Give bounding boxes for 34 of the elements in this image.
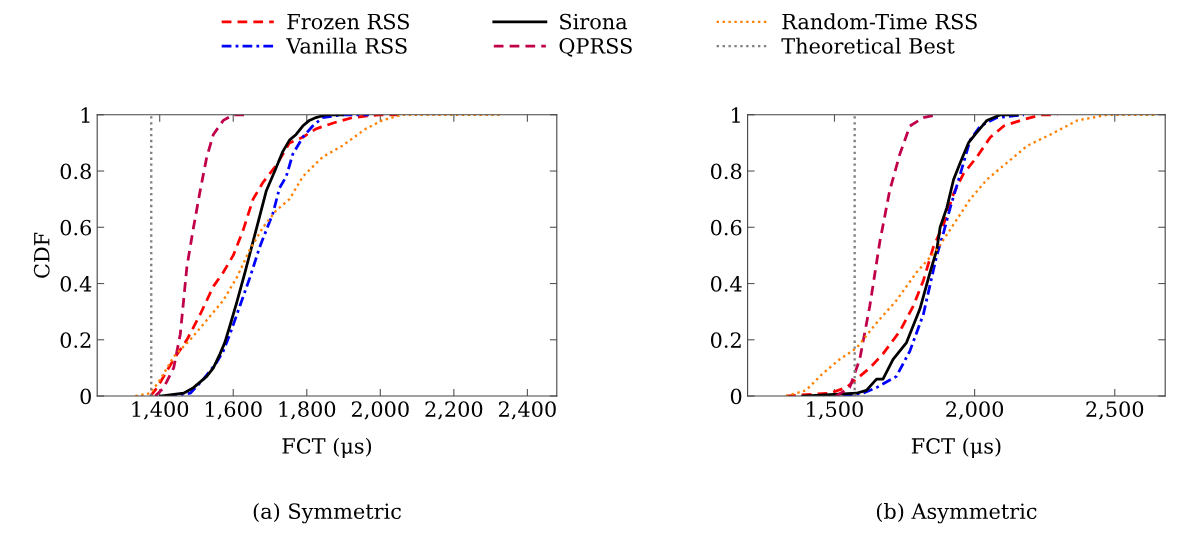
x-tick-label: 2,200 [425,401,483,420]
legend-label: Sirona [560,13,628,30]
legend-label: Vanilla RSS [286,37,407,54]
legend-label: Frozen RSS [287,13,409,30]
legend-label: QPRSS [559,38,632,57]
x-tick-label: 2,500 [1086,401,1144,420]
y-tick-label: 0.6 [710,219,742,236]
x-tick-label: 1,400 [132,401,189,420]
x-tick-label: 1,600 [205,401,262,420]
y-tick-label: 1 [732,107,740,123]
y-tick-label: 0 [80,388,91,405]
y-axis-title: CDF [33,232,50,278]
legend-label: Theoretical Best [781,37,955,54]
x-tick-label: 1,500 [807,401,863,420]
text: (b) Asymmetric [876,502,1037,524]
y-tick-label: 0.8 [710,163,742,180]
y-tick-label: 0 [730,388,742,405]
x-tick-label: 2,400 [498,401,556,420]
x-tick-label: 2,000 [351,401,409,420]
x-axis-title: FCT (μs) [911,437,1001,458]
y-tick-label: 0.8 [60,163,91,180]
y-tick-label: 0.4 [60,275,92,292]
y-tick-label: 0.2 [60,332,91,348]
y-tick-label: 0.4 [710,275,742,292]
x-tick-label: 1,800 [279,401,336,420]
text: (a) Symmetric [253,502,401,524]
line-series [159,114,344,397]
y-tick-label: 0.6 [60,219,92,236]
x-axis-title: FCT (μs) [282,437,372,458]
legend-label: Random-Time RSS [782,13,977,30]
x-tick-label: 2,000 [946,401,1004,420]
y-tick-label: 0.2 [710,332,741,348]
line-series [134,114,503,397]
y-tick-label: 1 [81,107,90,123]
